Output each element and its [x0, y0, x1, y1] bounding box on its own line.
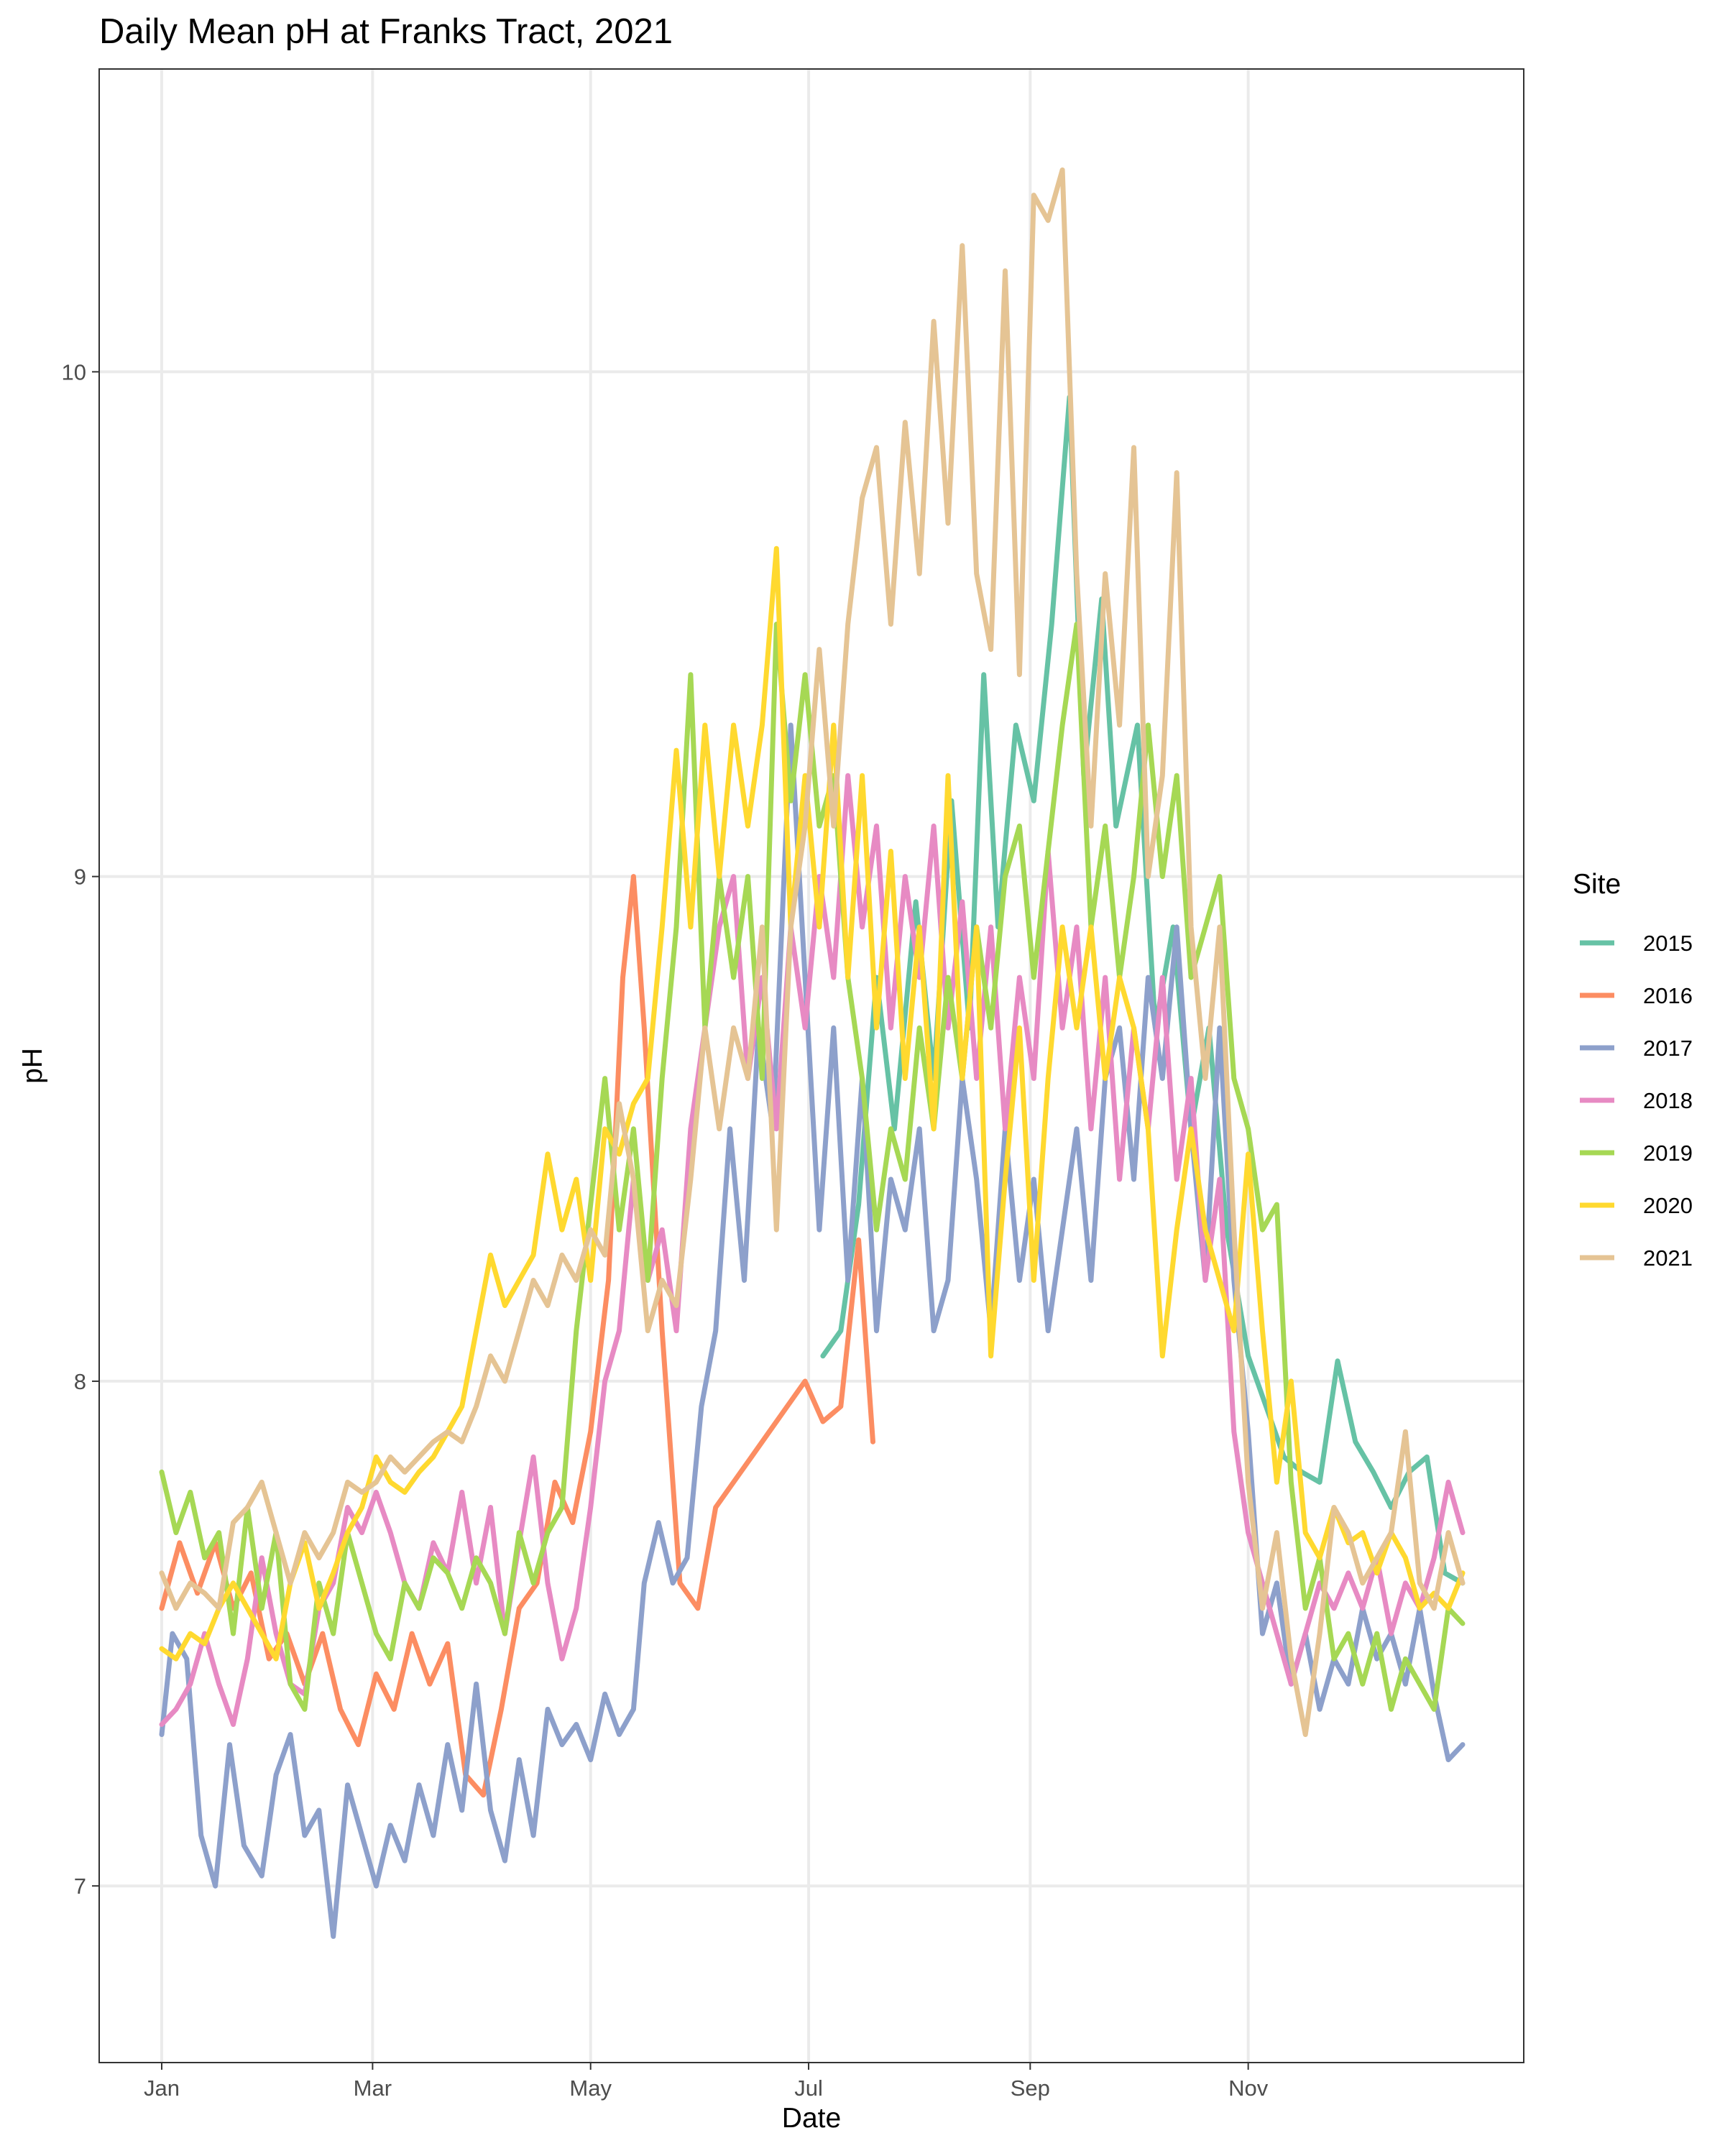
- x-tick-label: Mar: [354, 2076, 392, 2101]
- x-tick-label: Jul: [794, 2076, 823, 2101]
- legend-label: 2021: [1643, 1245, 1693, 1271]
- series-lines: [159, 167, 1466, 1939]
- x-axis-title: Date: [782, 2103, 841, 2134]
- series-line-2018: [159, 773, 1466, 1727]
- legend-title: Site: [1573, 869, 1621, 900]
- plot-panel-border: [98, 68, 1524, 2063]
- series-line-2021: [159, 167, 1466, 1737]
- chart-title: Daily Mean pH at Franks Tract, 2021: [99, 12, 673, 51]
- y-tick-label: 10: [62, 359, 86, 384]
- x-tick-label: Nov: [1228, 2076, 1269, 2101]
- x-tick-label: Sep: [1011, 2076, 1050, 2101]
- x-tick-label: Jan: [144, 2076, 180, 2101]
- y-axis: 7 8 9 10: [62, 359, 99, 1899]
- legend-label: 2019: [1643, 1141, 1693, 1166]
- y-tick-label: 8: [74, 1369, 86, 1394]
- series-line-2020: [159, 545, 1466, 1662]
- legend-label: 2015: [1643, 931, 1693, 956]
- legend: Site 2015 2016 2017 2018 2019 2020 2021: [1573, 869, 1693, 1271]
- legend-label: 2020: [1643, 1193, 1693, 1218]
- x-tick-label: May: [569, 2076, 612, 2101]
- gridlines: [99, 69, 1524, 2063]
- legend-label: 2017: [1643, 1036, 1693, 1061]
- y-axis-title: pH: [17, 1048, 48, 1084]
- y-tick-label: 9: [74, 865, 86, 890]
- legend-label: 2016: [1643, 983, 1693, 1008]
- x-axis: Jan Mar May Jul Sep Nov: [144, 2063, 1269, 2101]
- y-tick-label: 7: [74, 1874, 86, 1899]
- legend-label: 2018: [1643, 1088, 1693, 1113]
